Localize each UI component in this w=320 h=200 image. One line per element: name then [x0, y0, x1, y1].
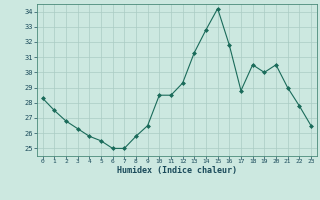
X-axis label: Humidex (Indice chaleur): Humidex (Indice chaleur) [117, 166, 237, 175]
